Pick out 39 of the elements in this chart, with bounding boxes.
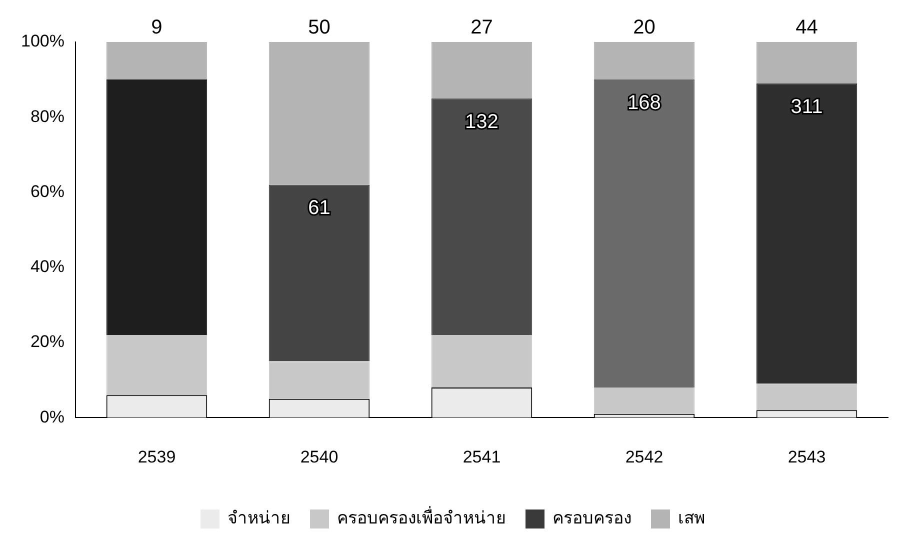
bar	[756, 384, 858, 410]
x-tick-label: 2539	[138, 447, 176, 466]
y-tick-label: 100%	[20, 32, 64, 51]
annotation: 168	[628, 92, 661, 114]
bar	[431, 98, 532, 335]
x-tick-label: 2543	[788, 447, 826, 466]
annotation: 61	[308, 197, 330, 220]
bar	[594, 80, 695, 388]
bar	[268, 361, 370, 399]
bar	[756, 42, 858, 84]
bar	[106, 334, 208, 396]
annotation: 9	[151, 16, 162, 39]
bar	[268, 184, 370, 362]
annotation: 27	[470, 16, 493, 39]
annotation: 44	[796, 16, 818, 39]
y-tick-label: 60%	[30, 182, 64, 201]
bar	[756, 83, 858, 384]
annotation: 311	[790, 96, 823, 118]
y-tick-label: 20%	[30, 332, 64, 352]
bar	[431, 42, 532, 98]
y-tick-label: 0%	[40, 407, 64, 426]
bar	[106, 80, 208, 335]
bar	[594, 42, 695, 80]
bar	[594, 388, 695, 414]
bar	[106, 42, 208, 80]
annotation: 20	[633, 16, 656, 39]
annotation: 50	[308, 16, 330, 39]
annotation: 132	[465, 110, 498, 133]
legend-label: ครอบครอง	[552, 508, 632, 528]
legend-label: ครอบครองเพื่อจำหน่าย	[337, 505, 506, 528]
bar	[268, 42, 370, 185]
x-tick-label: 2541	[462, 447, 501, 466]
x-tick-label: 2540	[300, 447, 338, 466]
y-tick-label: 80%	[30, 106, 64, 126]
legend-label: เสพ	[678, 508, 705, 528]
y-tick-label: 40%	[30, 257, 64, 276]
bar	[431, 334, 532, 388]
x-tick-label: 2542	[625, 447, 664, 466]
legend-label: จำหน่าย	[228, 508, 290, 528]
